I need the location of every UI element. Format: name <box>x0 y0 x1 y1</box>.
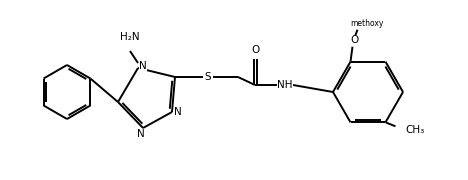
Text: H₂N: H₂N <box>120 32 140 42</box>
Text: methoxy: methoxy <box>350 19 383 28</box>
Text: O: O <box>251 45 259 55</box>
Text: N: N <box>139 61 147 71</box>
Text: N: N <box>174 107 182 117</box>
Text: CH₃: CH₃ <box>405 125 425 135</box>
Text: N: N <box>137 129 145 139</box>
Text: NH: NH <box>277 80 293 90</box>
Text: O: O <box>351 35 358 45</box>
Text: S: S <box>205 72 212 82</box>
